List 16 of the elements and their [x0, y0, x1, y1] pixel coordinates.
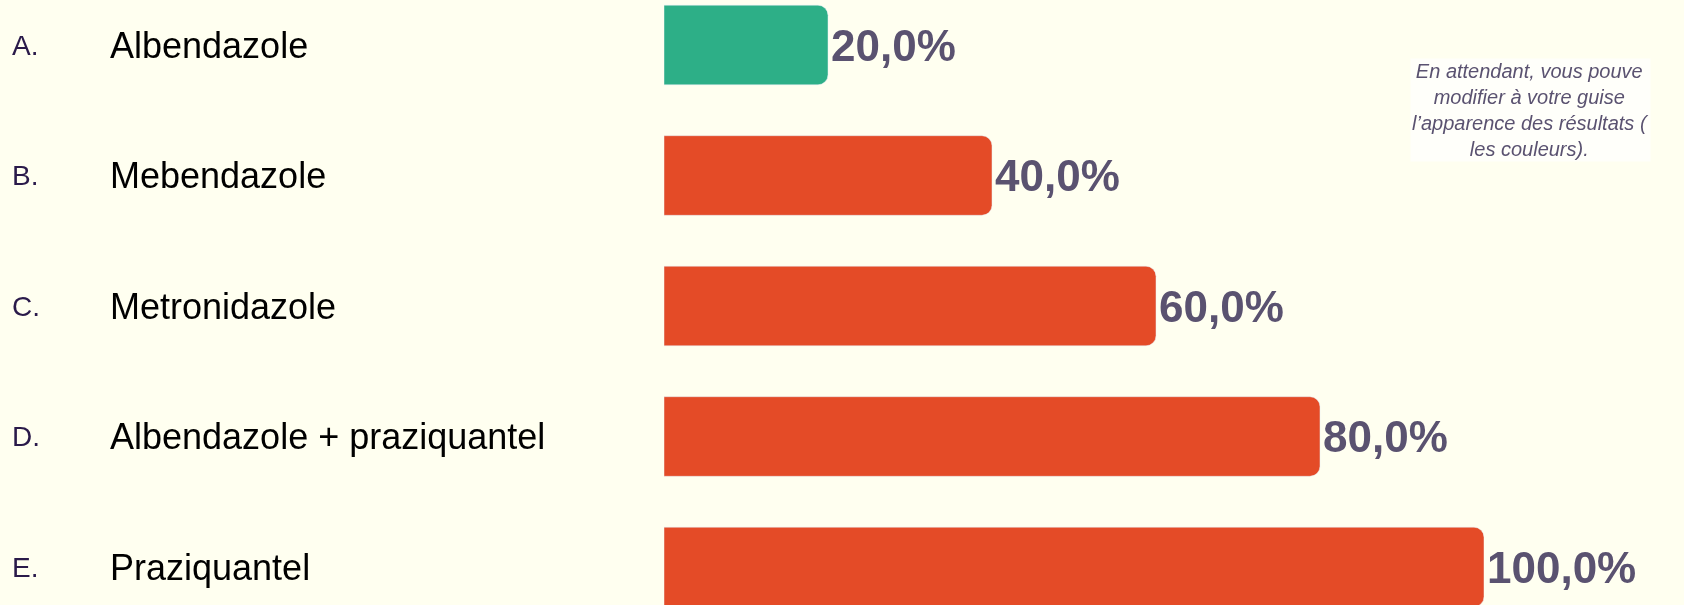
bar	[664, 526, 1484, 605]
data-label: 80,0%	[1323, 412, 1448, 461]
data-label: 40,0%	[995, 151, 1120, 200]
data-label: 60,0%	[1159, 281, 1284, 331]
category-label: E. Praziquantel	[12, 547, 311, 588]
data-label: 20,0%	[831, 20, 956, 70]
annotation: En attendant, vous pouve modifier à votre guise l’apparence des résultats ( les couleurs).	[1412, 60, 1649, 160]
bar	[664, 396, 1321, 477]
category-label: D. Albendazole + praziquantel	[12, 416, 546, 457]
category-label: B. Mebendazole	[12, 155, 327, 196]
category-label: C. Metronidazole	[12, 286, 337, 327]
bar	[664, 135, 993, 216]
bar	[664, 265, 1157, 347]
data-label: 100,0%	[1487, 542, 1637, 592]
category-label: A. Albendazole	[12, 25, 309, 66]
bar	[664, 4, 829, 86]
